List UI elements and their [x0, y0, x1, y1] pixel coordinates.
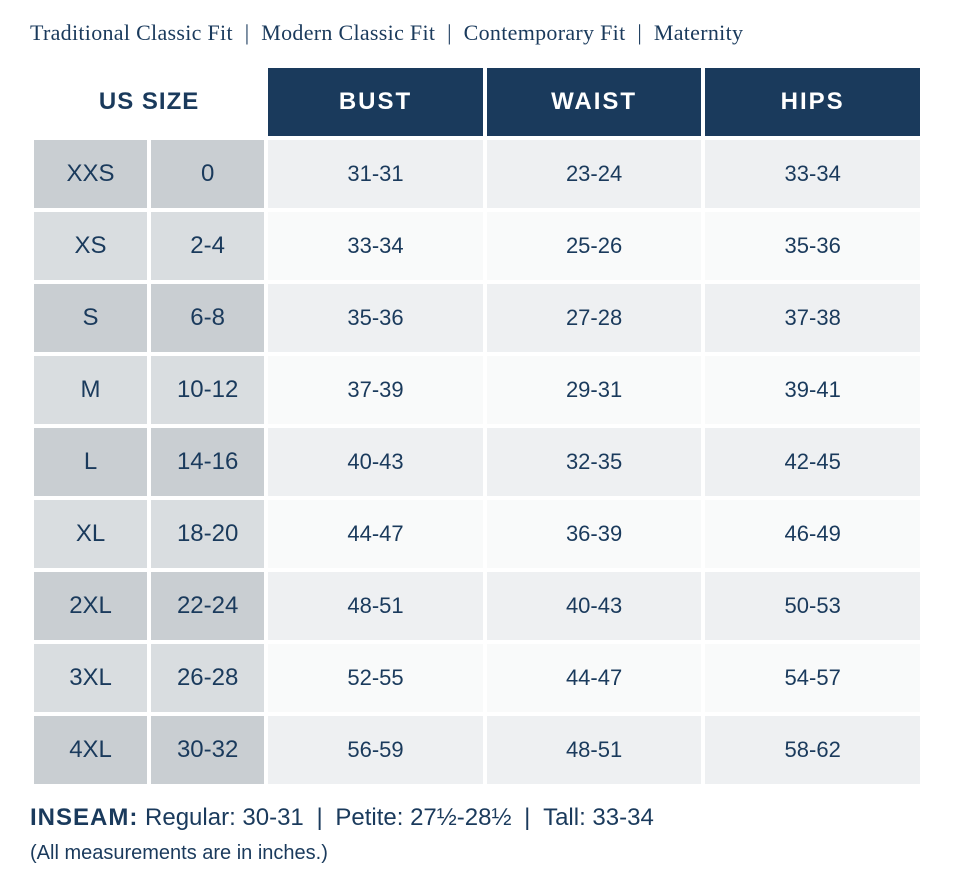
inseam-line: INSEAM: Regular: 30-31 | Petite: 27½-28½…	[30, 804, 924, 832]
inseam-separator: |	[517, 804, 537, 831]
header-bust: BUST	[268, 68, 483, 136]
cell-bust: 33-34	[268, 212, 483, 280]
cell-size-num: 22-24	[151, 572, 264, 640]
tab-modern[interactable]: Modern Classic Fit	[261, 20, 435, 45]
table-row: M10-1237-3929-3139-41	[34, 356, 920, 424]
cell-size-num: 6-8	[151, 284, 264, 352]
cell-waist: 32-35	[487, 428, 702, 496]
cell-hips: 54-57	[705, 644, 920, 712]
cell-size-label: L	[34, 428, 147, 496]
cell-hips: 37-38	[705, 284, 920, 352]
inseam-item: Petite: 27½-28½	[335, 804, 511, 831]
table-row: 4XL30-3256-5948-5158-62	[34, 716, 920, 784]
cell-size-label: XL	[34, 500, 147, 568]
cell-bust: 44-47	[268, 500, 483, 568]
cell-waist: 25-26	[487, 212, 702, 280]
cell-bust: 35-36	[268, 284, 483, 352]
table-row: 3XL26-2852-5544-4754-57	[34, 644, 920, 712]
table-row: S6-835-3627-2837-38	[34, 284, 920, 352]
cell-size-label: S	[34, 284, 147, 352]
cell-size-label: 2XL	[34, 572, 147, 640]
measurement-note: (All measurements are in inches.)	[30, 842, 924, 865]
cell-size-num: 18-20	[151, 500, 264, 568]
table-row: L14-1640-4332-3542-45	[34, 428, 920, 496]
cell-hips: 39-41	[705, 356, 920, 424]
cell-hips: 35-36	[705, 212, 920, 280]
cell-bust: 31-31	[268, 140, 483, 208]
cell-size-label: M	[34, 356, 147, 424]
cell-size-label: 4XL	[34, 716, 147, 784]
inseam-item: Regular: 30-31	[145, 804, 304, 831]
cell-size-num: 0	[151, 140, 264, 208]
cell-bust: 37-39	[268, 356, 483, 424]
cell-size-num: 10-12	[151, 356, 264, 424]
cell-size-num: 14-16	[151, 428, 264, 496]
table-row: XXS031-3123-2433-34	[34, 140, 920, 208]
cell-bust: 52-55	[268, 644, 483, 712]
cell-size-label: XXS	[34, 140, 147, 208]
cell-hips: 46-49	[705, 500, 920, 568]
inseam-item: Tall: 33-34	[543, 804, 654, 831]
cell-size-label: 3XL	[34, 644, 147, 712]
cell-waist: 27-28	[487, 284, 702, 352]
inseam-label: INSEAM:	[30, 804, 138, 831]
cell-waist: 29-31	[487, 356, 702, 424]
cell-waist: 23-24	[487, 140, 702, 208]
cell-hips: 58-62	[705, 716, 920, 784]
cell-hips: 42-45	[705, 428, 920, 496]
cell-waist: 40-43	[487, 572, 702, 640]
cell-waist: 36-39	[487, 500, 702, 568]
header-waist: WAIST	[487, 68, 702, 136]
cell-waist: 44-47	[487, 644, 702, 712]
cell-bust: 48-51	[268, 572, 483, 640]
cell-waist: 48-51	[487, 716, 702, 784]
cell-size-num: 26-28	[151, 644, 264, 712]
tab-separator: |	[447, 20, 452, 45]
tab-contemporary[interactable]: Contemporary Fit	[464, 20, 626, 45]
tab-traditional[interactable]: Traditional Classic Fit	[30, 20, 233, 45]
cell-bust: 40-43	[268, 428, 483, 496]
table-row: XS2-433-3425-2635-36	[34, 212, 920, 280]
cell-size-num: 2-4	[151, 212, 264, 280]
cell-size-label: XS	[34, 212, 147, 280]
inseam-separator: |	[310, 804, 330, 831]
size-chart-table: US SIZE BUST WAIST HIPS XXS031-3123-2433…	[30, 64, 924, 788]
table-row: XL18-2044-4736-3946-49	[34, 500, 920, 568]
tab-separator: |	[637, 20, 642, 45]
cell-bust: 56-59	[268, 716, 483, 784]
fit-tabs: Traditional Classic Fit | Modern Classic…	[30, 20, 924, 46]
tab-separator: |	[245, 20, 250, 45]
tab-maternity[interactable]: Maternity	[654, 20, 743, 45]
cell-hips: 33-34	[705, 140, 920, 208]
header-hips: HIPS	[705, 68, 920, 136]
header-us-size: US SIZE	[34, 68, 264, 136]
cell-size-num: 30-32	[151, 716, 264, 784]
cell-hips: 50-53	[705, 572, 920, 640]
table-row: 2XL22-2448-5140-4350-53	[34, 572, 920, 640]
table-header-row: US SIZE BUST WAIST HIPS	[34, 68, 920, 136]
